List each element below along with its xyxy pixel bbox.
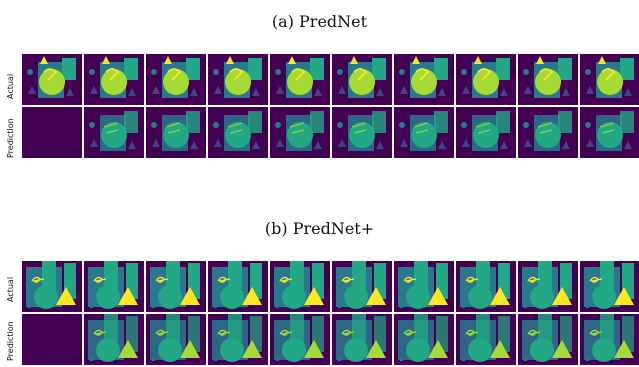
panel-a-actual-frame-2 bbox=[84, 54, 144, 105]
panel-a-actual-frame-4 bbox=[208, 54, 268, 105]
panel-a-caption: (a) PredNet bbox=[271, 12, 368, 31]
panel-b-prediction-frame-6 bbox=[332, 314, 392, 365]
panel-b-actual-frame-6 bbox=[332, 261, 392, 312]
panel-a-prediction-frame-4 bbox=[208, 107, 268, 158]
panel-b-actual-frame-8 bbox=[456, 261, 516, 312]
panel-b-actual-frame-3 bbox=[146, 261, 206, 312]
panel-b-prediction-frame-4 bbox=[208, 314, 268, 365]
panel-b-caption: (b) PredNet+ bbox=[264, 219, 375, 238]
panel-b-prediction-frame-9 bbox=[518, 314, 578, 365]
panel-b-actual-frame-7 bbox=[394, 261, 454, 312]
panel-b-actual-frame-9 bbox=[518, 261, 578, 312]
panel-a-actual-frame-5 bbox=[270, 54, 330, 105]
panel-a-prediction-frame-2 bbox=[84, 107, 144, 158]
panel-a-actual-frame-3 bbox=[146, 54, 206, 105]
panel-b-actual-frame-4 bbox=[208, 261, 268, 312]
panel-a-prediction-frame-3 bbox=[146, 107, 206, 158]
panel-a-actual-frame-9 bbox=[518, 54, 578, 105]
panel-a-prediction-frame-9 bbox=[518, 107, 578, 158]
panel-b-prediction-frame-2 bbox=[84, 314, 144, 365]
panel-a-prediction-frame-5 bbox=[270, 107, 330, 158]
panel-a-actual-frame-6 bbox=[332, 54, 392, 105]
panel-a-prediction-frame-6 bbox=[332, 107, 392, 158]
panel-b-prediction-frame-3 bbox=[146, 314, 206, 365]
panel-b-actual-frame-2 bbox=[84, 261, 144, 312]
panel-a-actual-frame-8 bbox=[456, 54, 516, 105]
panel-a-prediction-frame-8 bbox=[456, 107, 516, 158]
panel-b-actual-frame-5 bbox=[270, 261, 330, 312]
panel-b-prediction-frame-1 bbox=[22, 314, 82, 365]
panel-a-prediction-frame-7 bbox=[394, 107, 454, 158]
panel-a-actual-frame-7 bbox=[394, 54, 454, 105]
panel-a-actual-frame-1 bbox=[22, 54, 82, 105]
panel-b-prediction-frame-7 bbox=[394, 314, 454, 365]
panel-b-prediction-frame-5 bbox=[270, 314, 330, 365]
panel-a-prediction-frame-10 bbox=[580, 107, 639, 158]
panel-a-actual-frame-10 bbox=[580, 54, 639, 105]
panel-b-actual-frame-1 bbox=[22, 261, 82, 312]
panel-a-prediction-frame-1 bbox=[22, 107, 82, 158]
panel-b-prediction-frame-8 bbox=[456, 314, 516, 365]
panel-b-actual-frame-10 bbox=[580, 261, 639, 312]
panel-b-prediction-frame-10 bbox=[580, 314, 639, 365]
